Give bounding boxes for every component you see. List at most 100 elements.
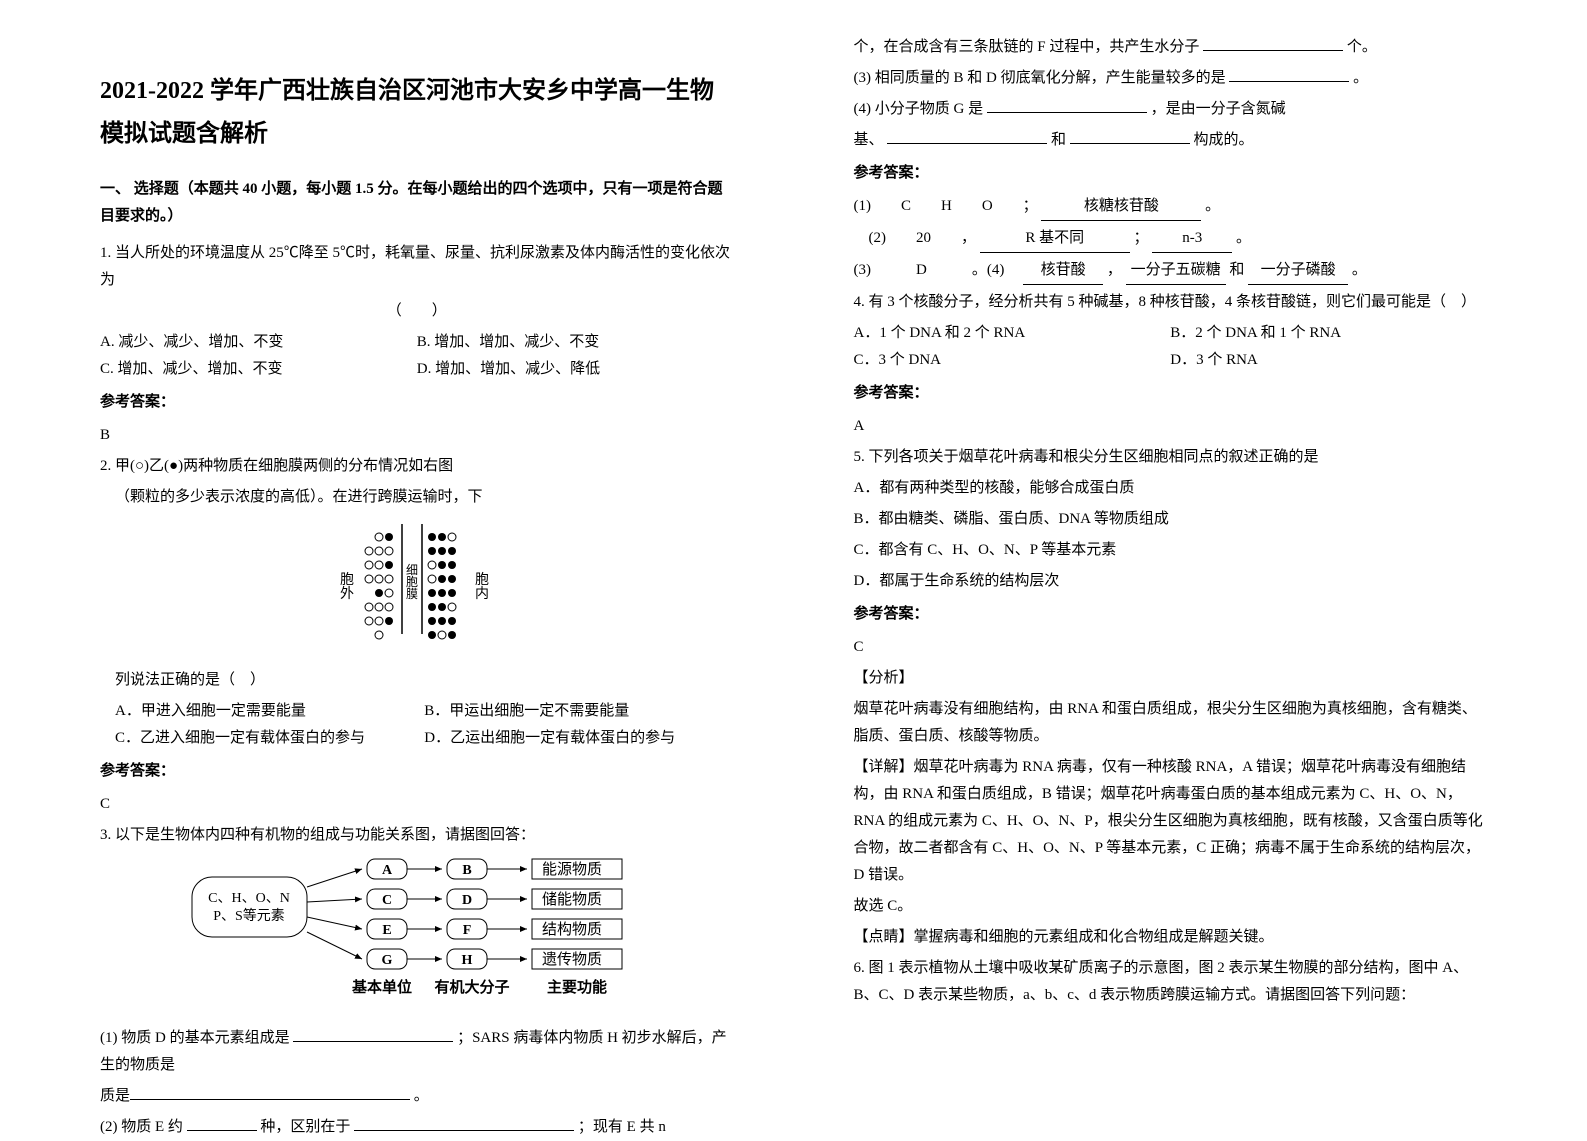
svg-text:E: E xyxy=(382,923,391,938)
a3f: 一分子磷酸 xyxy=(1248,257,1348,285)
q1-options: A. 减少、减少、增加、不变 B. 增加、增加、减少、不变 C. 增加、减少、增… xyxy=(100,329,734,383)
a3e: 和 xyxy=(1229,262,1244,278)
q3-answer-head: 参考答案： xyxy=(854,160,1488,187)
q5-opt-a: A．都有两种类型的核酸，能够合成蛋白质 xyxy=(854,475,1488,502)
r-l1b: 个。 xyxy=(1347,39,1377,55)
svg-text:C、H、O、N: C、H、O、N xyxy=(208,891,290,906)
q3-cont-line4: 基、 和 构成的。 xyxy=(854,127,1488,154)
r-l2b: 。 xyxy=(1353,70,1368,86)
q4-opt-b: B．2 个 DNA 和 1 个 RNA xyxy=(1170,320,1487,347)
q3-ans-line2: (2) 20 ， R 基不同 ； n-3 。 xyxy=(854,225,1488,253)
label-membrane: 细胞膜 xyxy=(406,563,418,601)
q3-cont-line2: (3) 相同质量的 B 和 D 彻底氧化分解，产生能量较多的是 。 xyxy=(854,65,1488,92)
a2b: R 基不同 xyxy=(980,225,1130,253)
a3c: ， xyxy=(1107,262,1122,278)
q1-opt-d: D. 增加、增加、减少、降低 xyxy=(417,356,734,383)
q4-answer: A xyxy=(854,413,1488,440)
q4-options: A．1 个 DNA 和 2 个 RNA B．2 个 DNA 和 1 个 RNA … xyxy=(854,320,1488,374)
svg-text:储能物质: 储能物质 xyxy=(542,891,602,908)
right-column: 个，在合成含有三条肽链的 F 过程中，共产生水分子 个。 (3) 相同质量的 B… xyxy=(794,0,1587,1122)
q2-stem-line1: 2. 甲(○)乙(●)两种物质在细胞膜两侧的分布情况如右图 xyxy=(100,453,734,480)
svg-text:有机大分子: 有机大分子 xyxy=(434,978,509,996)
q5-tip-head: 【点睛】 xyxy=(854,929,914,945)
q4-opt-d: D．3 个 RNA xyxy=(1170,347,1487,374)
left-column: 2021-2022 学年广西壮族自治区河池市大安乡中学高一生物模拟试题含解析 一… xyxy=(0,0,794,1122)
blank xyxy=(187,1130,257,1131)
q5-conclusion: 故选 C。 xyxy=(854,893,1488,920)
q5-opt-b: B．都由糖类、磷脂、蛋白质、DNA 等物质组成 xyxy=(854,506,1488,533)
a3b: 核苷酸 xyxy=(1023,257,1103,285)
svg-text:H: H xyxy=(461,953,472,968)
q3-ans-line1: (1) C H O ； 核糖核苷酸 。 xyxy=(854,193,1488,221)
q4-opt-c: C．3 个 DNA xyxy=(854,347,1171,374)
q1-answer-head: 参考答案： xyxy=(100,389,734,416)
q5-detail-body: 烟草花叶病毒为 RNA 病毒，仅有一种核酸 RNA，A 错误；烟草花叶病毒没有细… xyxy=(854,759,1483,883)
blank xyxy=(130,1099,410,1100)
q5-answer-head: 参考答案： xyxy=(854,601,1488,628)
blank xyxy=(354,1130,574,1131)
q2-options: A．甲进入细胞一定需要能量 B．甲运出细胞一定不需要能量 C．乙进入细胞一定有载… xyxy=(100,698,734,752)
r-l4a: 基、 xyxy=(854,132,884,148)
q5-answer: C xyxy=(854,634,1488,661)
q2-membrane-diagram: 胞外 细胞膜 胞内 xyxy=(100,519,734,659)
q5-analysis: 烟草花叶病毒没有细胞结构，由 RNA 和蛋白质组成，根尖分生区细胞为真核细胞，含… xyxy=(854,696,1488,750)
q1-stem: 1. 当人所处的环境温度从 25℃降至 5℃时，耗氧量、尿量、抗利尿激素及体内酶… xyxy=(100,240,734,294)
svg-text:C: C xyxy=(382,893,392,908)
svg-text:基本单位: 基本单位 xyxy=(351,978,412,996)
r-l3a: (4) 小分子物质 G 是 xyxy=(854,101,984,117)
svg-text:结构物质: 结构物质 xyxy=(542,921,602,938)
a1a: (1) C H O ； xyxy=(854,193,1038,220)
q1-opt-c: C. 增加、减少、增加、不变 xyxy=(100,356,417,383)
q1-opt-b: B. 增加、增加、减少、不变 xyxy=(417,329,734,356)
a2e: 。 xyxy=(1236,230,1251,246)
q5-opt-d: D．都属于生命系统的结构层次 xyxy=(854,568,1488,595)
q6-stem: 6. 图 1 表示植物从土壤中吸收某矿质离子的示意图，图 2 表示某生物膜的部分… xyxy=(854,955,1488,1009)
q5-opt-c: C．都含有 C、H、O、N、P 等基本元素 xyxy=(854,537,1488,564)
q5-analysis-head: 【分析】 xyxy=(854,665,1488,692)
q3-flowchart: C、H、O、N P、S等元素 A C E G xyxy=(100,857,734,1017)
label-outside: 胞外 xyxy=(340,572,354,602)
q2-answer: C xyxy=(100,791,734,818)
svg-text:B: B xyxy=(462,863,471,878)
a2d: n-3 xyxy=(1152,225,1232,253)
q4-stem: 4. 有 3 个核酸分子，经分析共有 5 种碱基，8 种核苷酸，4 条核苷酸链，… xyxy=(854,289,1488,316)
svg-text:P、S等元素: P、S等元素 xyxy=(213,907,285,924)
blank xyxy=(1203,50,1343,51)
a2c: ； xyxy=(1134,230,1149,246)
r-l4b: 和 xyxy=(1051,132,1066,148)
r-l2a: (3) 相同质量的 B 和 D 彻底氧化分解，产生能量较多的是 xyxy=(854,70,1226,86)
q3-sub2: (2) 物质 E 约 种，区别在于 ；现有 E 共 n xyxy=(100,1114,734,1141)
svg-text:F: F xyxy=(462,923,471,938)
r-l3b: ，是由一分子含氮碱 xyxy=(1151,101,1286,117)
page-root: 2021-2022 学年广西壮族自治区河池市大安乡中学高一生物模拟试题含解析 一… xyxy=(0,0,1587,1122)
svg-text:G: G xyxy=(381,953,392,968)
q4-answer-head: 参考答案： xyxy=(854,380,1488,407)
section1-heading: 一、 选择题（本题共 40 小题，每小题 1.5 分。在每小题给出的四个选项中，… xyxy=(100,176,734,230)
blank xyxy=(887,143,1047,144)
q2-stem-line2: （颗粒的多少表示浓度的高低）。在进行跨膜运输时，下 xyxy=(100,484,734,511)
q3-stem: 3. 以下是生物体内四种有机物的组成与功能关系图，请据图回答： xyxy=(100,822,734,849)
q5-detail: 【详解】烟草花叶病毒为 RNA 病毒，仅有一种核酸 RNA，A 错误；烟草花叶病… xyxy=(854,754,1488,889)
q3-ans-line3: (3) D 。(4) 核苷酸 ， 一分子五碳糖 和 一分子磷酸 。 xyxy=(854,257,1488,285)
svg-text:A: A xyxy=(382,863,393,878)
a3g: 。 xyxy=(1352,262,1367,278)
q2-answer-head: 参考答案： xyxy=(100,758,734,785)
q5-tip-body: 掌握病毒和细胞的元素组成和化合物组成是解题关键。 xyxy=(914,929,1274,945)
q3-sub1-a: (1) 物质 D 的基本元素组成是 xyxy=(100,1030,290,1046)
q3-sub1-c: 。 xyxy=(414,1088,429,1104)
q2-opt-a: A．甲进入细胞一定需要能量 xyxy=(115,698,424,725)
q5-tip: 【点睛】掌握病毒和细胞的元素组成和化合物组成是解题关键。 xyxy=(854,924,1488,951)
a3d: 一分子五碳糖 xyxy=(1126,257,1226,285)
a1b: 核糖核苷酸 xyxy=(1041,193,1201,221)
r-l4c: 构成的。 xyxy=(1194,132,1254,148)
a2a: (2) 20 ， xyxy=(854,230,977,246)
q5-detail-head: 【详解】 xyxy=(854,759,914,775)
q5-stem: 5. 下列各项关于烟草花叶病毒和根尖分生区细胞相同点的叙述正确的是 xyxy=(854,444,1488,471)
svg-text:主要功能: 主要功能 xyxy=(547,978,607,996)
r-l1a: 个，在合成含有三条肽链的 F 过程中，共产生水分子 xyxy=(854,39,1200,55)
q1-paren: （ ） xyxy=(100,298,734,325)
q3-cont-line3: (4) 小分子物质 G 是 ，是由一分子含氮碱 xyxy=(854,96,1488,123)
q3-sub1-line2: 质是 。 xyxy=(100,1083,734,1110)
svg-text:遗传物质: 遗传物质 xyxy=(542,951,602,968)
label-inside: 胞内 xyxy=(475,572,489,602)
